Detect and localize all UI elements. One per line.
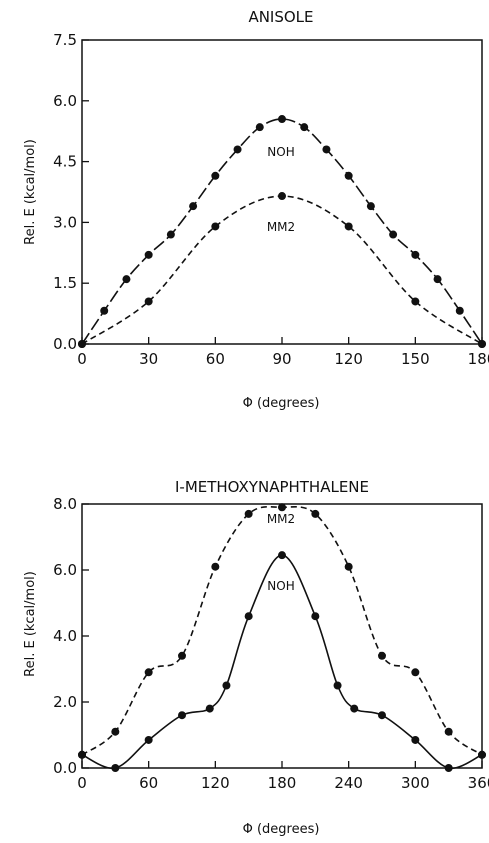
- x-tick-label: 150: [401, 350, 430, 368]
- data-point-mm2: [278, 503, 286, 512]
- x-tick-label: 90: [272, 350, 291, 368]
- series-label-mm2: MM2: [267, 512, 295, 526]
- x-tick-label: 120: [201, 774, 230, 792]
- y-tick-label: 3.0: [53, 213, 77, 231]
- data-point-mm2: [178, 651, 186, 660]
- chart-anisole: ANISOLE 0.0 1.5 3.0 4.5 6.0 7.5 0 30 60 90 120 150…: [23, 8, 489, 411]
- data-point-mm2: [311, 509, 320, 518]
- data-point-noh: [366, 202, 375, 211]
- y-tick-label: 2.0: [53, 693, 77, 711]
- data-point-noh: [166, 230, 175, 239]
- data-point-mm2: [411, 297, 420, 306]
- x-axis-label: Φ (degrees): [243, 822, 320, 837]
- data-point-mm2: [211, 562, 220, 571]
- data-point-noh: [278, 551, 286, 560]
- data-point-noh: [333, 681, 342, 690]
- data-point-noh: [122, 275, 131, 284]
- data-point-noh: [311, 612, 320, 621]
- data-point-noh: [444, 764, 453, 772]
- data-point-noh: [233, 145, 242, 154]
- data-point-noh: [350, 704, 359, 713]
- data-point-mm2: [244, 509, 253, 518]
- data-point-noh: [211, 171, 220, 180]
- x-tick-label: 120: [334, 350, 363, 368]
- plot-frame: [81, 39, 483, 345]
- y-tick-label: 7.5: [53, 31, 77, 49]
- x-tick-label: 60: [206, 350, 225, 368]
- data-point-mm2: [444, 727, 453, 736]
- chart-title: I-METHOXYNAPHTHALENE: [175, 478, 369, 496]
- data-point-noh: [189, 202, 198, 211]
- y-tick-label: 0.0: [53, 759, 77, 777]
- data-point-noh: [411, 735, 420, 744]
- x-tick-label: 180: [468, 350, 489, 368]
- data-point-noh: [78, 750, 86, 759]
- data-point-noh: [111, 764, 120, 772]
- y-tick-label: 4.0: [53, 627, 77, 645]
- series-label-noh: NOH: [267, 579, 294, 593]
- data-point-noh: [255, 123, 264, 132]
- data-point-mm2: [111, 727, 120, 736]
- data-point-mm2: [78, 340, 86, 348]
- x-tick-label: 240: [334, 774, 363, 792]
- y-ticks: 0.0 2.0 4.0 6.0 8.0: [53, 495, 89, 777]
- y-axis-label: Rel. E (kcal/mol): [23, 571, 38, 677]
- data-point-noh: [278, 115, 286, 124]
- data-point-noh: [222, 681, 231, 690]
- series-group: [78, 115, 486, 348]
- x-tick-label: 30: [139, 350, 158, 368]
- series-line-mm2: [81, 505, 483, 756]
- data-point-mm2: [278, 192, 286, 201]
- plot-frame: [81, 503, 483, 769]
- data-point-noh: [411, 250, 420, 259]
- data-point-noh: [322, 145, 331, 154]
- data-point-noh: [300, 123, 309, 132]
- x-tick-label: 0: [77, 350, 87, 368]
- data-point-noh: [144, 250, 153, 259]
- x-tick-label: 300: [401, 774, 430, 792]
- series-group: [78, 503, 486, 772]
- x-ticks: 0 30 60 90 120 150 180: [77, 337, 489, 368]
- y-tick-label: 6.0: [53, 92, 77, 110]
- x-tick-label: 180: [268, 774, 297, 792]
- data-point-noh: [378, 711, 386, 720]
- data-point-noh: [455, 306, 464, 315]
- data-point-noh: [244, 612, 253, 621]
- data-point-noh: [178, 711, 186, 720]
- x-tick-label: 0: [77, 774, 87, 792]
- data-point-mm2: [344, 222, 353, 231]
- y-tick-label: 8.0: [53, 495, 77, 513]
- data-point-mm2: [211, 222, 220, 231]
- data-point-noh: [144, 735, 153, 744]
- chart-title: ANISOLE: [248, 8, 313, 26]
- y-tick-label: 4.5: [53, 153, 77, 171]
- y-axis-label: Rel. E (kcal/mol): [23, 139, 38, 245]
- x-tick-label: 360: [468, 774, 489, 792]
- data-point-noh: [433, 275, 442, 284]
- x-axis-label: Φ (degrees): [243, 396, 320, 411]
- y-ticks: 0.0 1.5 3.0 4.5 6.0 7.5: [53, 31, 89, 353]
- x-ticks: 0 60 120 180 240 300 360: [77, 761, 489, 792]
- data-point-mm2: [411, 668, 420, 677]
- data-point-mm2: [344, 562, 353, 571]
- data-point-noh: [389, 230, 398, 239]
- data-point-mm2: [144, 297, 153, 306]
- series-label-mm2: MM2: [267, 220, 295, 234]
- data-point-noh: [344, 171, 353, 180]
- data-point-mm2: [478, 340, 486, 348]
- y-tick-label: 0.0: [53, 335, 77, 353]
- data-point-noh: [205, 704, 214, 713]
- y-tick-label: 6.0: [53, 561, 77, 579]
- series-line-mm2: [81, 195, 483, 345]
- data-point-mm2: [144, 668, 153, 677]
- x-tick-label: 60: [139, 774, 158, 792]
- data-point-noh: [478, 750, 486, 759]
- data-point-noh: [100, 306, 109, 315]
- series-label-noh: NOH: [267, 145, 294, 159]
- chart-methoxynaphthalene: I-METHOXYNAPHTHALENE 0.0 2.0 4.0 6.0 8.0 0 60…: [23, 478, 489, 837]
- y-tick-label: 1.5: [53, 274, 77, 292]
- data-point-mm2: [378, 651, 386, 660]
